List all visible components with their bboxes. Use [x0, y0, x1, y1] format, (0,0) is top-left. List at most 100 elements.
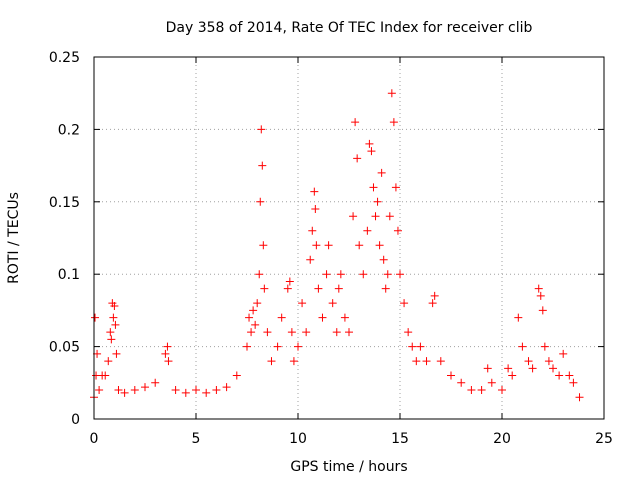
- data-point: [430, 291, 439, 300]
- data-point: [467, 386, 476, 395]
- data-point: [436, 357, 445, 366]
- data-point: [318, 313, 327, 322]
- data-point: [367, 147, 376, 156]
- y-axis-label: ROTI / TECUs: [6, 192, 22, 284]
- data-point: [283, 284, 292, 293]
- data-point: [257, 125, 266, 134]
- data-point: [114, 386, 123, 395]
- data-point: [107, 335, 116, 344]
- grid: [94, 57, 604, 419]
- data-point: [249, 306, 258, 315]
- data-point: [365, 139, 374, 148]
- data-point: [385, 212, 394, 221]
- data-point: [400, 299, 409, 308]
- axis-ticks: [93, 56, 605, 420]
- x-tick-label: 15: [391, 431, 409, 447]
- data-point: [549, 364, 557, 373]
- plot-frame: [93, 56, 605, 420]
- data-point: [359, 270, 368, 279]
- data-point: [336, 270, 345, 279]
- data-point: [377, 168, 386, 177]
- data-point: [256, 197, 265, 206]
- data-point: [575, 393, 584, 402]
- data-point: [371, 212, 380, 221]
- data-point: [111, 320, 120, 329]
- data-point: [322, 270, 331, 279]
- y-tick-label: 0.05: [49, 340, 80, 356]
- data-point: [504, 364, 513, 373]
- data-point: [340, 313, 349, 322]
- data-point: [277, 313, 286, 322]
- data-point: [308, 226, 317, 235]
- data-point: [222, 383, 231, 392]
- x-tick-label: 20: [493, 431, 511, 447]
- data-point: [267, 357, 276, 366]
- y-tick-label: 0.2: [58, 122, 80, 138]
- data-point: [518, 342, 527, 351]
- data-point: [251, 320, 260, 329]
- data-point: [416, 342, 425, 351]
- data-point: [391, 183, 400, 192]
- data-point: [259, 241, 268, 250]
- data-point: [565, 371, 574, 380]
- data-point: [302, 328, 311, 337]
- data-point: [536, 291, 545, 300]
- data-point: [161, 349, 170, 358]
- data-point: [287, 328, 296, 337]
- data-point: [498, 386, 506, 395]
- data-point: [487, 378, 496, 387]
- data-point: [263, 328, 272, 337]
- data-point: [245, 313, 254, 322]
- data-point: [404, 328, 413, 337]
- data-point: [258, 161, 267, 170]
- data-point: [559, 349, 568, 358]
- data-point: [163, 342, 172, 351]
- data-point: [353, 154, 362, 163]
- x-tick-label: 0: [90, 431, 99, 447]
- data-point: [91, 313, 100, 322]
- data-point: [538, 306, 547, 315]
- data-point: [106, 328, 115, 337]
- data-point: [314, 284, 323, 293]
- data-point: [334, 284, 343, 293]
- y-tick-labels: 0 0.05 0.1 0.15 0.2 0.25: [49, 50, 80, 428]
- data-point: [212, 386, 221, 395]
- data-point: [396, 270, 404, 279]
- data-point: [514, 313, 523, 322]
- data-point: [260, 284, 269, 293]
- data-point: [181, 388, 190, 397]
- data-point: [141, 383, 149, 392]
- data-point: [289, 357, 298, 366]
- data-point: [109, 313, 118, 322]
- data-point: [428, 299, 437, 308]
- data-point: [151, 378, 160, 387]
- y-tick-label: 0: [71, 412, 80, 428]
- chart-title: Day 358 of 2014, Rate Of TEC Index for r…: [166, 20, 533, 36]
- data-point: [524, 357, 533, 366]
- data-point: [375, 241, 384, 250]
- data-point: [192, 386, 200, 395]
- data-point: [312, 241, 321, 250]
- x-tick-labels: 0 5 10 15 20 25: [90, 431, 613, 447]
- x-tick-label: 25: [595, 431, 613, 447]
- data-point: [243, 342, 251, 351]
- data-point: [310, 187, 319, 196]
- data-point: [383, 270, 392, 279]
- data-point: [306, 255, 315, 264]
- data-point: [130, 386, 139, 395]
- data-point: [273, 342, 282, 351]
- data-point: [112, 349, 121, 358]
- data-point: [311, 205, 320, 214]
- data-point: [393, 226, 402, 235]
- data-point: [408, 342, 417, 351]
- data-point: [110, 302, 119, 311]
- data-point: [171, 386, 180, 395]
- data-point: [332, 328, 341, 337]
- data-point: [544, 357, 553, 366]
- data-point: [540, 342, 549, 351]
- y-tick-label: 0.25: [49, 50, 80, 66]
- data-point: [528, 364, 537, 373]
- data-point: [508, 371, 517, 380]
- data-point: [298, 299, 307, 308]
- data-point: [324, 241, 333, 250]
